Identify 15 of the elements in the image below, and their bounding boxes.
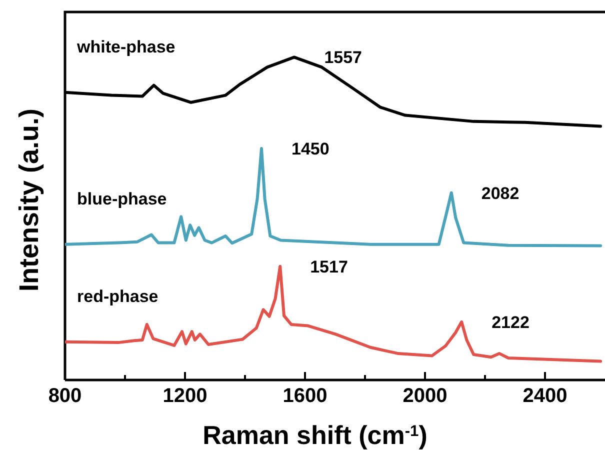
annotation: 2082 — [481, 184, 520, 203]
x-tick-label: 800 — [48, 385, 82, 407]
annotation: 1517 — [310, 257, 348, 276]
text: white-phase — [76, 37, 176, 56]
y-axis-title: Intensity (a.u.) — [14, 108, 44, 292]
annotation: 1450 — [292, 140, 330, 159]
x-tick-label: 2000 — [402, 385, 448, 407]
x-tick-label: 1200 — [162, 385, 208, 407]
x-tick-label: 2400 — [522, 385, 568, 407]
x-tick-label: 1600 — [282, 385, 328, 407]
x-axis-title: Raman shift (cm$^{-1}$) — [202, 420, 428, 450]
series-label: red-phase — [77, 286, 158, 306]
series-label: blue-phase — [77, 189, 167, 208]
annotation: 2122 — [492, 312, 530, 332]
annotation: 1557 — [324, 48, 362, 68]
